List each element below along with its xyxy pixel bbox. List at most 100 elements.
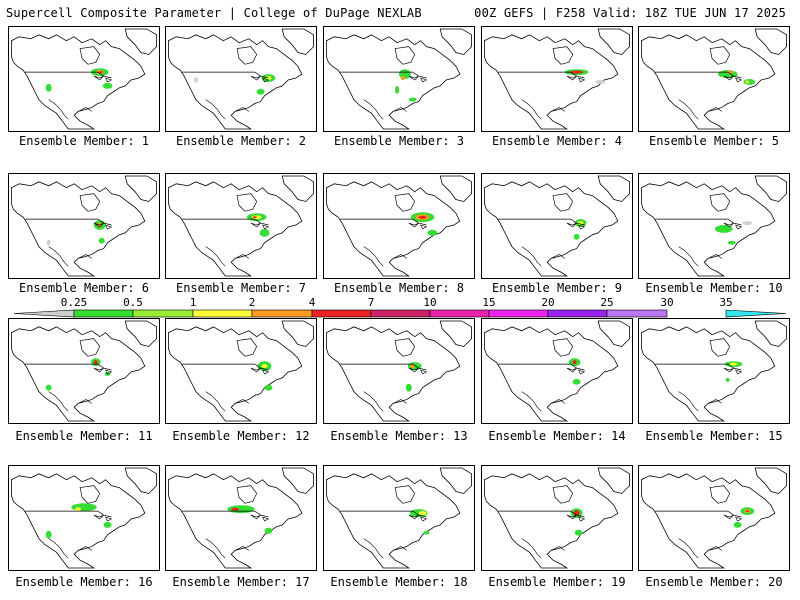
- great-lakes: [93, 367, 113, 375]
- greenland-coastline: [597, 175, 630, 202]
- coastline: [11, 34, 146, 130]
- scp-contour: [45, 530, 52, 539]
- scp-contour: [98, 71, 103, 74]
- us-canada-border: [498, 363, 585, 371]
- greenland-coastline: [124, 320, 157, 347]
- colorbar-tick-label: 7: [367, 296, 375, 309]
- ensemble-member-map-4: [481, 26, 633, 132]
- colorbar-tick-label: 0.25: [60, 296, 88, 309]
- map-canvas: [326, 320, 472, 422]
- coastline: [11, 473, 146, 569]
- ensemble-member-map-19: [481, 465, 633, 571]
- coastline: [168, 34, 303, 130]
- coastline: [11, 181, 146, 277]
- hudson-bay: [79, 338, 101, 357]
- ensemble-member-map-14: [481, 318, 633, 424]
- scp-contour: [400, 76, 405, 80]
- greenland-coastline: [754, 175, 787, 202]
- great-lakes: [566, 514, 586, 522]
- scp-contour: [573, 233, 580, 240]
- colorbar-tick-label: 15: [482, 296, 496, 309]
- hudson-bay: [394, 338, 416, 357]
- mexico-border: [205, 538, 250, 559]
- mexico-border: [205, 99, 250, 120]
- us-canada-border: [498, 71, 585, 79]
- mexico-border: [48, 99, 93, 120]
- member-caption: Ensemble Member: 17: [172, 575, 310, 589]
- scp-contour: [742, 221, 753, 226]
- ensemble-member-map-1: [8, 26, 160, 132]
- great-lakes: [566, 367, 586, 375]
- colorbar-segment: [370, 309, 431, 318]
- hudson-bay: [394, 46, 416, 65]
- scp-contour: [423, 530, 430, 535]
- member-caption: Ensemble Member: 19: [488, 575, 626, 589]
- scp-contour: [103, 521, 112, 528]
- scp-contour: [259, 228, 270, 237]
- member-caption: Ensemble Member: 6: [18, 281, 150, 295]
- map-canvas: [484, 320, 630, 422]
- map-canvas: [168, 28, 314, 130]
- great-lakes: [566, 222, 586, 230]
- colorbar-tick-label: 2: [248, 296, 256, 309]
- great-lakes: [250, 222, 270, 230]
- scp-contour: [264, 384, 273, 391]
- scp-contour: [46, 239, 51, 246]
- scp-contour: [265, 76, 272, 80]
- map-canvas: [326, 175, 472, 277]
- hudson-bay: [394, 485, 416, 504]
- mexico-border: [678, 246, 723, 267]
- us-canada-border: [655, 363, 742, 371]
- hudson-bay: [79, 46, 101, 65]
- map-canvas: [11, 28, 157, 130]
- map-canvas: [484, 467, 630, 569]
- scp-contour: [729, 362, 738, 366]
- map-canvas: [11, 467, 157, 569]
- greenland-coastline: [597, 467, 630, 494]
- member-caption: Ensemble Member: 16: [15, 575, 153, 589]
- colorbar-tick-label: 30: [660, 296, 674, 309]
- great-lakes: [93, 514, 113, 522]
- great-lakes: [408, 514, 428, 522]
- ensemble-member-map-16: [8, 465, 160, 571]
- colorbar-tick-label: 0.5: [123, 296, 143, 309]
- greenland-coastline: [281, 320, 314, 347]
- us-canada-border: [340, 71, 427, 79]
- us-canada-border: [182, 71, 269, 79]
- us-canada-border: [25, 510, 112, 518]
- colorbar-segment: [429, 309, 490, 318]
- scp-contour: [574, 529, 583, 536]
- hudson-bay: [552, 338, 574, 357]
- scp-contour: [45, 384, 52, 391]
- us-canada-border: [655, 218, 742, 226]
- scp-contour: [745, 80, 750, 84]
- colorbar-segment: [311, 309, 372, 318]
- map-canvas: [11, 320, 157, 422]
- colorbar-segment: [251, 309, 313, 318]
- ensemble-member-map-20: [638, 465, 790, 571]
- scp-contour: [745, 510, 749, 513]
- colorbar-segment: [488, 309, 549, 318]
- hudson-bay: [236, 485, 258, 504]
- greenland-coastline: [439, 467, 472, 494]
- ensemble-member-map-7: [165, 173, 317, 279]
- us-canada-border: [182, 510, 269, 518]
- colorbar-tick-label: 10: [423, 296, 437, 309]
- member-caption: Ensemble Member: 18: [330, 575, 468, 589]
- mexico-border: [363, 391, 408, 412]
- colorbar-segment: [73, 309, 134, 318]
- scp-contour: [725, 70, 734, 74]
- map-canvas: [484, 28, 630, 130]
- hudson-bay: [552, 485, 574, 504]
- us-canada-border: [340, 363, 427, 371]
- colorbar-tick-label: 20: [541, 296, 555, 309]
- mexico-border: [363, 538, 408, 559]
- scp-contour: [45, 83, 52, 92]
- greenland-coastline: [124, 175, 157, 202]
- scp-contour: [75, 507, 82, 512]
- greenland-coastline: [597, 28, 630, 55]
- member-caption: Ensemble Member: 14: [488, 429, 626, 443]
- us-canada-border: [25, 218, 112, 226]
- map-canvas: [168, 467, 314, 569]
- scp-contour: [572, 360, 577, 365]
